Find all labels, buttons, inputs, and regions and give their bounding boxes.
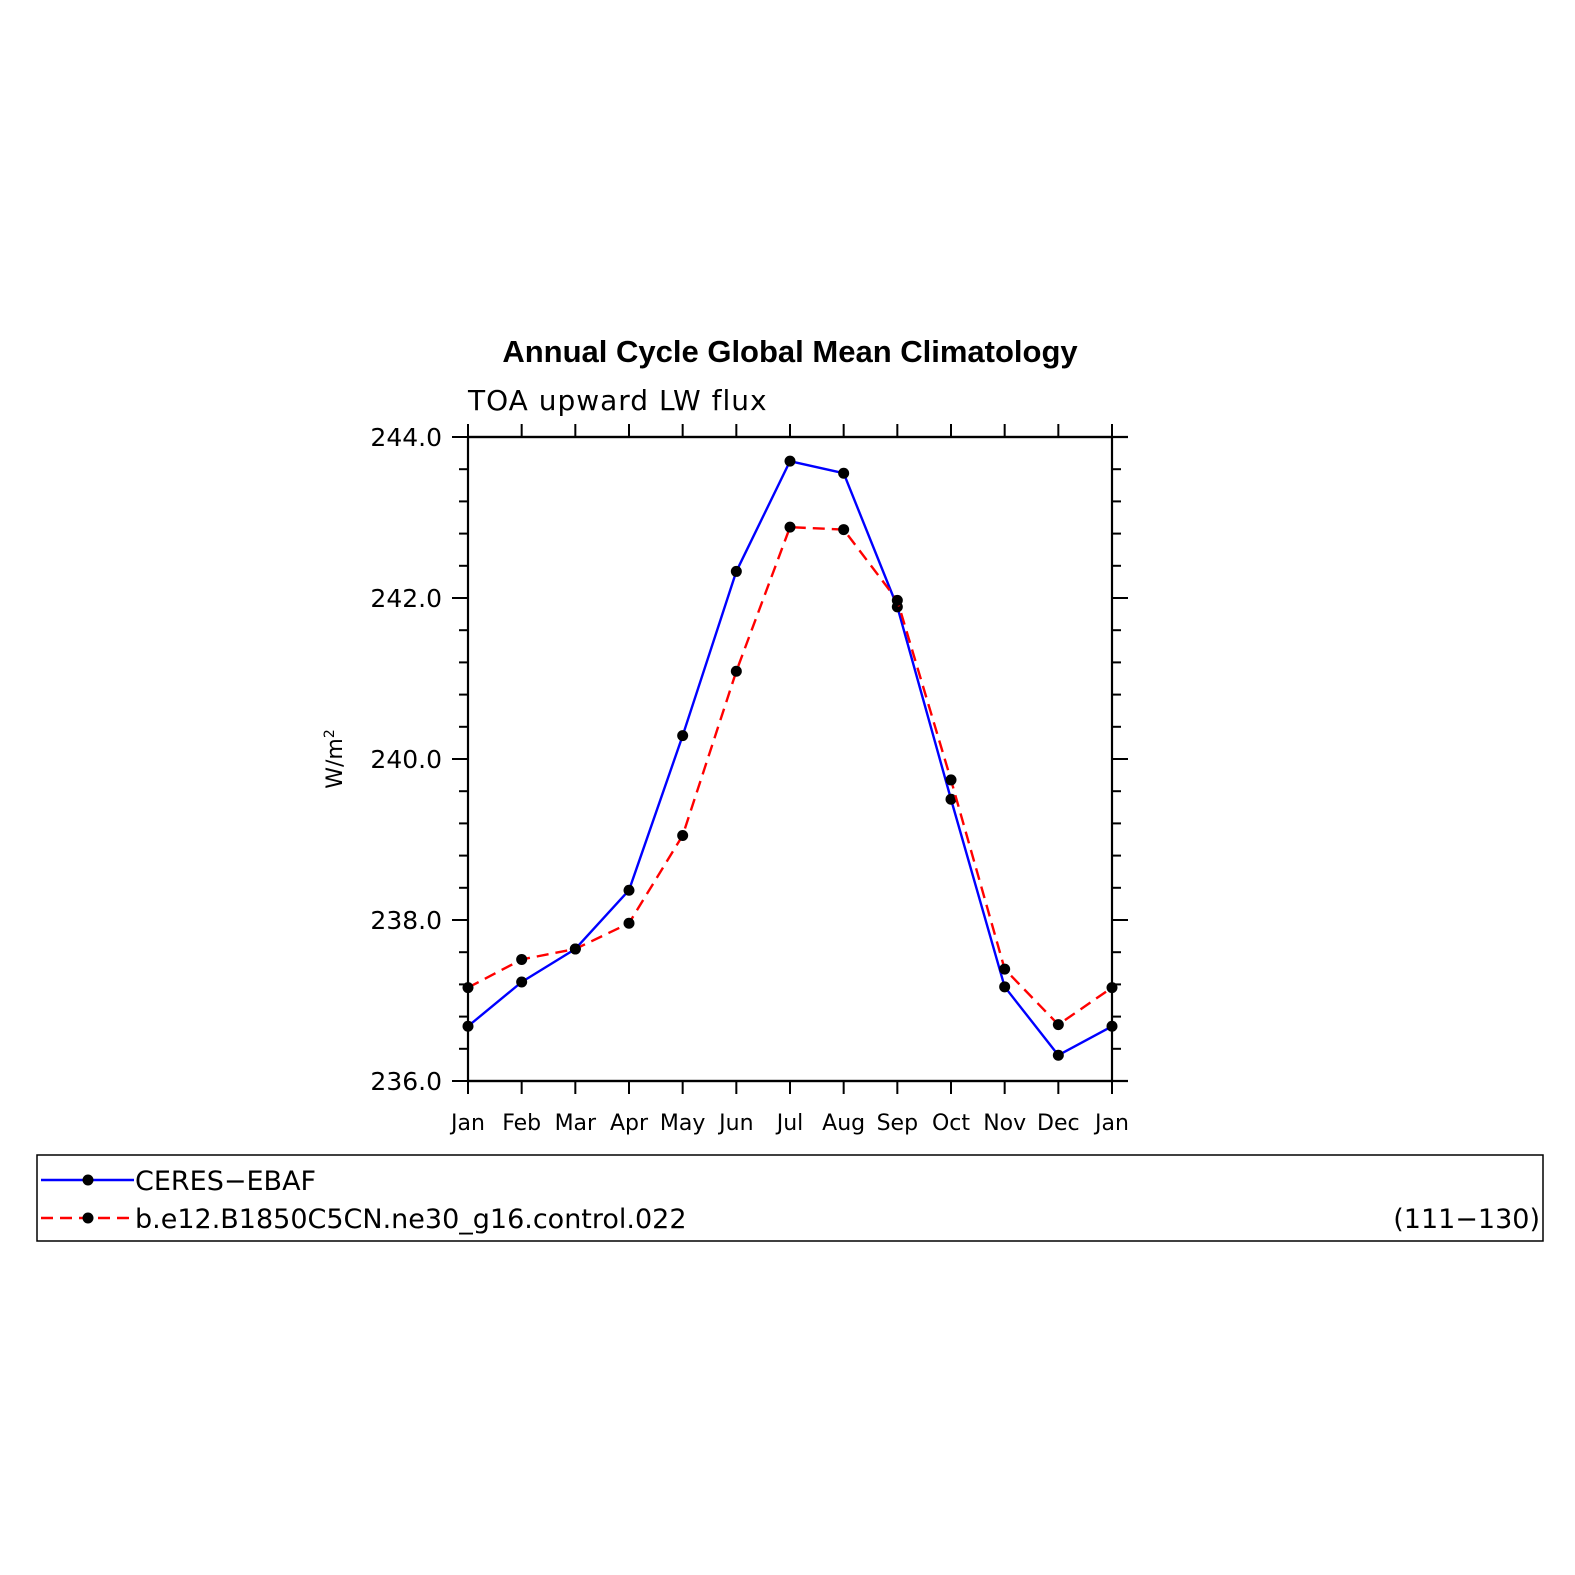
legend-entry-2: b.e12.B1850C5CN.ne30_g16.control.022 [41, 1204, 687, 1235]
x-tick-label: Jun [717, 1111, 753, 1136]
legend: CERES−EBAF b.e12.B1850C5CN.ne30_g16.contr… [41, 1166, 687, 1235]
series-line [467, 459, 1113, 1057]
data-point [730, 565, 742, 577]
data-point [999, 963, 1011, 975]
data-point [784, 455, 796, 467]
data-point [999, 981, 1011, 993]
x-tick-label: Jan [1093, 1111, 1129, 1136]
series-layer [462, 455, 1118, 1061]
data-point [1052, 1049, 1064, 1061]
x-tick-label: Oct [932, 1111, 970, 1136]
y-tick-label: 242.0 [370, 584, 442, 613]
data-point [623, 884, 635, 896]
y-tick-label: 238.0 [370, 906, 442, 935]
y-axis-label: W/m2 [322, 729, 348, 789]
data-point [945, 793, 957, 805]
plot-axes: Jan Feb Mar Apr May Jun Jul Aug Sep Oct Nov Dec Jan 2… [370, 423, 1129, 1136]
legend-box [36, 1154, 1544, 1242]
data-point [516, 953, 528, 965]
x-tick-label: Jan [449, 1111, 485, 1136]
y-tick-label: 240.0 [370, 745, 442, 774]
legend-years-label: (111−130) [1393, 1204, 1540, 1235]
legend-entry-1: CERES−EBAF [41, 1166, 316, 1197]
data-point [677, 730, 689, 742]
data-point [1106, 1020, 1118, 1032]
legend-label: b.e12.B1850C5CN.ne30_g16.control.022 [135, 1204, 687, 1235]
data-point [891, 594, 903, 606]
y-axis-label-superscript: 2 [322, 729, 338, 738]
series-line [467, 525, 1113, 1026]
chart-title: Annual Cycle Global Mean Climatology [502, 334, 1078, 369]
x-tick-label: Nov [983, 1111, 1026, 1136]
legend-label: CERES−EBAF [135, 1166, 316, 1197]
plot-frame [466, 435, 1114, 1083]
data-point [784, 521, 796, 533]
x-tick-label: Dec [1037, 1111, 1080, 1136]
legend-marker [82, 1174, 94, 1186]
data-point [838, 467, 850, 479]
chart-subtitle: TOA upward LW flux [467, 384, 768, 417]
data-point [623, 917, 635, 929]
x-tick-label: Jul [775, 1111, 804, 1136]
y-axis-label-base: W/m [323, 738, 348, 789]
data-point [1106, 982, 1118, 994]
x-tick-label: Mar [555, 1111, 597, 1136]
y-tick-label: 244.0 [370, 423, 442, 452]
data-point [462, 982, 474, 994]
data-point [945, 774, 957, 786]
x-tick-label: Sep [877, 1111, 918, 1136]
data-point [838, 524, 850, 536]
data-point [1052, 1019, 1064, 1031]
y-tick-label: 236.0 [370, 1067, 442, 1096]
data-point [569, 943, 581, 955]
x-tick-label: Feb [502, 1111, 541, 1136]
data-point [730, 665, 742, 677]
data-point [516, 976, 528, 988]
data-point [677, 829, 689, 841]
x-tick-label: Apr [610, 1111, 649, 1136]
x-tick-label: May [660, 1111, 705, 1136]
series-1 [462, 455, 1118, 1061]
legend-marker [82, 1212, 94, 1224]
data-point [462, 1020, 474, 1032]
series-2 [462, 521, 1118, 1031]
x-tick-label: Aug [822, 1111, 865, 1136]
